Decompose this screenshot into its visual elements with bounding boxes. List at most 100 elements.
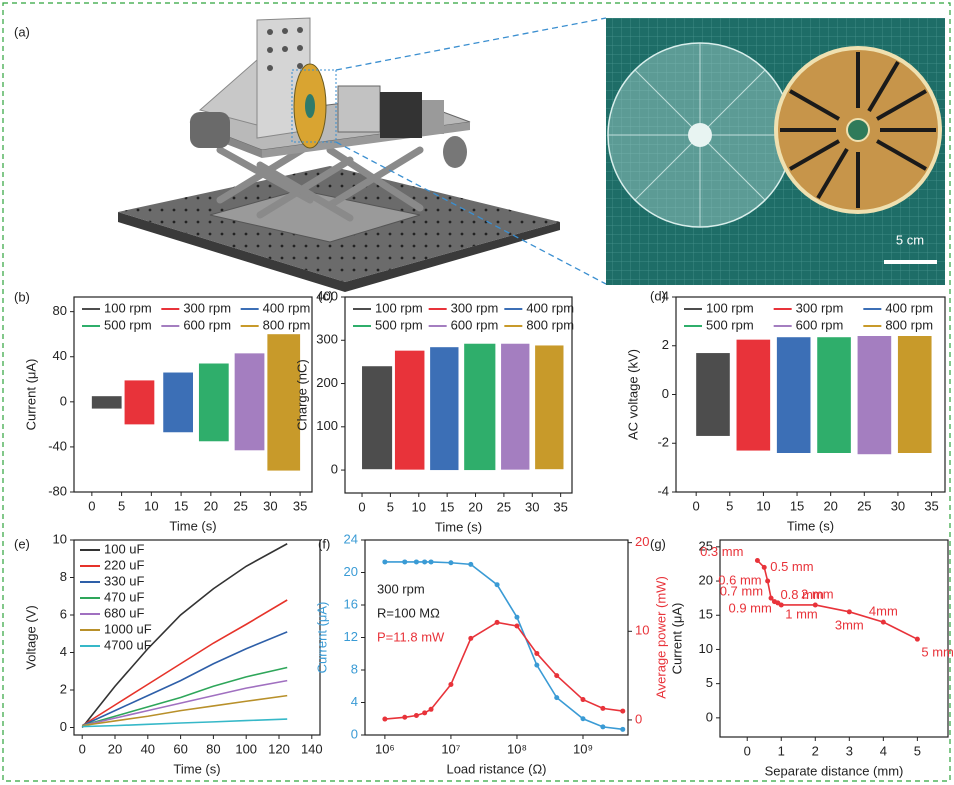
x-tick-label: 140 <box>301 741 323 756</box>
data-point <box>514 614 520 620</box>
legend-label: 400 rpm <box>526 300 574 315</box>
x-axis-label: Time (s) <box>173 761 220 776</box>
y-tick-label: 25 <box>699 538 713 553</box>
data-point <box>534 650 540 656</box>
y-tick-label: -40 <box>48 438 67 453</box>
x-tick-label: 25 <box>233 498 247 513</box>
plot-frame <box>73 539 321 736</box>
x-tick-label: 15 <box>440 499 454 514</box>
data-point <box>778 602 784 608</box>
point-label: 0.5 mm <box>770 559 813 574</box>
point-label: 0.6 mm <box>718 572 761 587</box>
panel-label: (g) <box>650 536 666 551</box>
x-tick-label: 15 <box>174 498 188 513</box>
y-tick-label: 20 <box>344 564 358 579</box>
y-tick-label: 0 <box>60 719 67 734</box>
data-point <box>914 636 920 642</box>
zoom-line <box>335 141 607 285</box>
plot-frame <box>344 296 573 494</box>
annotation: 300 rpm <box>377 581 425 596</box>
series-line <box>81 599 288 727</box>
legend-label: 500 rpm <box>375 317 423 332</box>
legend-label: 800 rpm <box>885 317 933 332</box>
legend-label: 680 uF <box>104 605 145 620</box>
x-axis-label: Time (s) <box>787 518 834 533</box>
data-point <box>600 705 606 711</box>
x-tick-label: 30 <box>891 498 905 513</box>
data-point <box>534 662 540 668</box>
signal-band <box>198 363 229 442</box>
signal-band <box>124 380 155 425</box>
y2-tick-label: 20 <box>635 534 649 549</box>
data-point <box>382 559 388 565</box>
x-tick-label: 120 <box>268 741 290 756</box>
legend-label: 220 uF <box>104 557 145 572</box>
x-tick-label: 40 <box>141 741 155 756</box>
data-point <box>402 559 408 565</box>
y-tick-label: 0 <box>706 709 713 724</box>
y-tick-label: 2 <box>662 337 669 352</box>
point-label: 0.7 mm <box>720 584 763 599</box>
data-point <box>514 623 520 629</box>
photo: 5 cm <box>606 18 945 285</box>
signal-band <box>817 337 851 453</box>
series-line <box>81 666 288 727</box>
data-point <box>494 619 500 625</box>
data-point <box>554 673 560 679</box>
x-tick-label: 20 <box>204 498 218 513</box>
x-tick-label: 20 <box>468 499 482 514</box>
x-tick-label: 30 <box>263 498 277 513</box>
point-label: 0.9 mm <box>729 600 772 615</box>
series-line <box>82 694 288 727</box>
zoom-box <box>291 69 337 143</box>
x-tick-label: 3 <box>846 743 853 758</box>
x-tick-label: 80 <box>206 741 220 756</box>
legend-label: 100 rpm <box>706 300 754 315</box>
signal-band <box>776 337 811 453</box>
point-label: 3mm <box>835 617 864 632</box>
plot-frame <box>675 296 946 493</box>
signal-band <box>91 396 122 409</box>
y-tick-label: 300 <box>316 332 338 347</box>
data-point <box>880 619 886 625</box>
x-tick-label: 35 <box>293 498 307 513</box>
y-tick-label: 10 <box>699 641 713 656</box>
x-axis-label: Separate distance (mm) <box>765 763 904 778</box>
data-point <box>422 559 428 565</box>
signal-band <box>430 347 459 471</box>
legend-label: 300 rpm <box>451 300 499 315</box>
x-tick-label: 10⁸ <box>507 741 527 756</box>
panel-label: (f) <box>318 536 330 551</box>
y-tick-label: 0 <box>662 386 669 401</box>
point-label: 1 mm <box>785 606 818 621</box>
data-point <box>768 595 774 601</box>
legend-label: 300 rpm <box>183 300 231 315</box>
x-tick-label: 1 <box>778 743 785 758</box>
data-point <box>413 713 419 718</box>
signal-band <box>897 336 932 453</box>
x-tick-label: 2 <box>812 743 819 758</box>
y-tick-label: 4 <box>60 644 67 659</box>
data-point <box>761 564 767 570</box>
x-axis-label: Time (s) <box>435 519 482 534</box>
legend-label: 500 rpm <box>706 317 754 332</box>
y-tick-label: 400 <box>316 288 338 303</box>
legend-label: 600 rpm <box>451 317 499 332</box>
legend-label: 500 rpm <box>104 317 152 332</box>
scale-bar-label: 5 cm <box>896 232 924 247</box>
data-point <box>765 578 771 584</box>
y-tick-label: 24 <box>344 531 358 546</box>
data-point <box>580 697 586 703</box>
x-tick-label: 0 <box>79 741 86 756</box>
y-axis-label: Current (μA) <box>23 359 38 431</box>
x-tick-label: 10⁹ <box>573 741 593 756</box>
x-tick-label: 5 <box>118 498 125 513</box>
x-tick-label: 4 <box>880 743 887 758</box>
x-tick-label: 20 <box>108 741 122 756</box>
annotation: P=11.8 mW <box>377 629 445 644</box>
x-tick-label: 0 <box>744 743 751 758</box>
panel-label: (c) <box>318 288 333 303</box>
data-point <box>402 714 408 720</box>
data-point <box>448 681 454 687</box>
